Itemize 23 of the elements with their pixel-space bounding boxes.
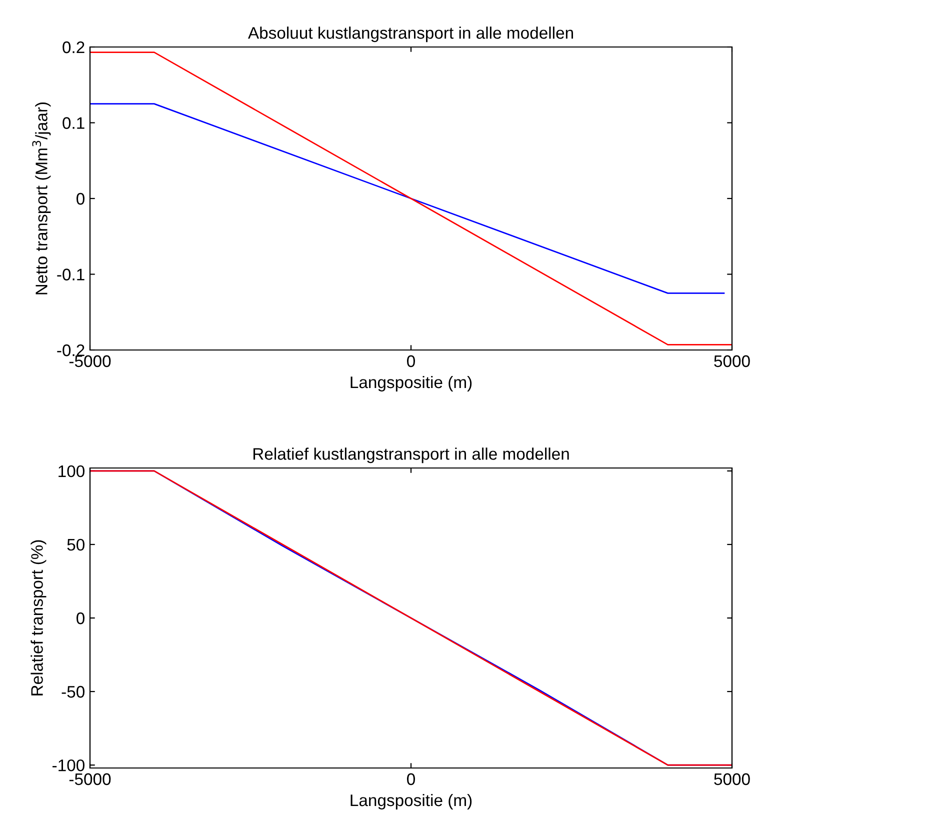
y-tick-label: -100 bbox=[52, 759, 84, 772]
x-axis-title: Langspositie (m) bbox=[350, 376, 472, 392]
y-tick-label: 0 bbox=[76, 192, 84, 205]
x-tick-label: 5000 bbox=[714, 773, 750, 786]
x-tick-label: -5000 bbox=[69, 773, 111, 786]
y-tick-label: -50 bbox=[62, 686, 84, 698]
y-tick-label: 50 bbox=[67, 538, 84, 551]
x-tick-label: 5000 bbox=[714, 355, 750, 368]
x-tick-label: 0 bbox=[407, 773, 415, 786]
y-tick-label: -0.2 bbox=[57, 344, 84, 356]
y-axis-title: Relatief transport (%) bbox=[30, 540, 46, 696]
x-tick-label: -5000 bbox=[69, 355, 111, 368]
x-axis-title: Langspositie (m) bbox=[350, 794, 472, 810]
y-tick-label: 0.2 bbox=[62, 41, 84, 54]
chart-title: Absoluut kustlangstransport in alle modellen bbox=[248, 26, 573, 42]
chart-title: Relatief kustlangstransport in alle modellen bbox=[253, 448, 569, 464]
y-tick-label: 100 bbox=[58, 465, 84, 478]
y-tick-label: 0 bbox=[76, 612, 84, 624]
y-tick-label: 0.1 bbox=[62, 117, 84, 129]
y-tick-label: -0.1 bbox=[57, 268, 84, 280]
x-tick-label: 0 bbox=[407, 355, 415, 368]
y-axis-title: Netto transport (Mm$^{3}$/jaar) bbox=[32, 102, 51, 294]
line-series bbox=[90, 470, 732, 766]
